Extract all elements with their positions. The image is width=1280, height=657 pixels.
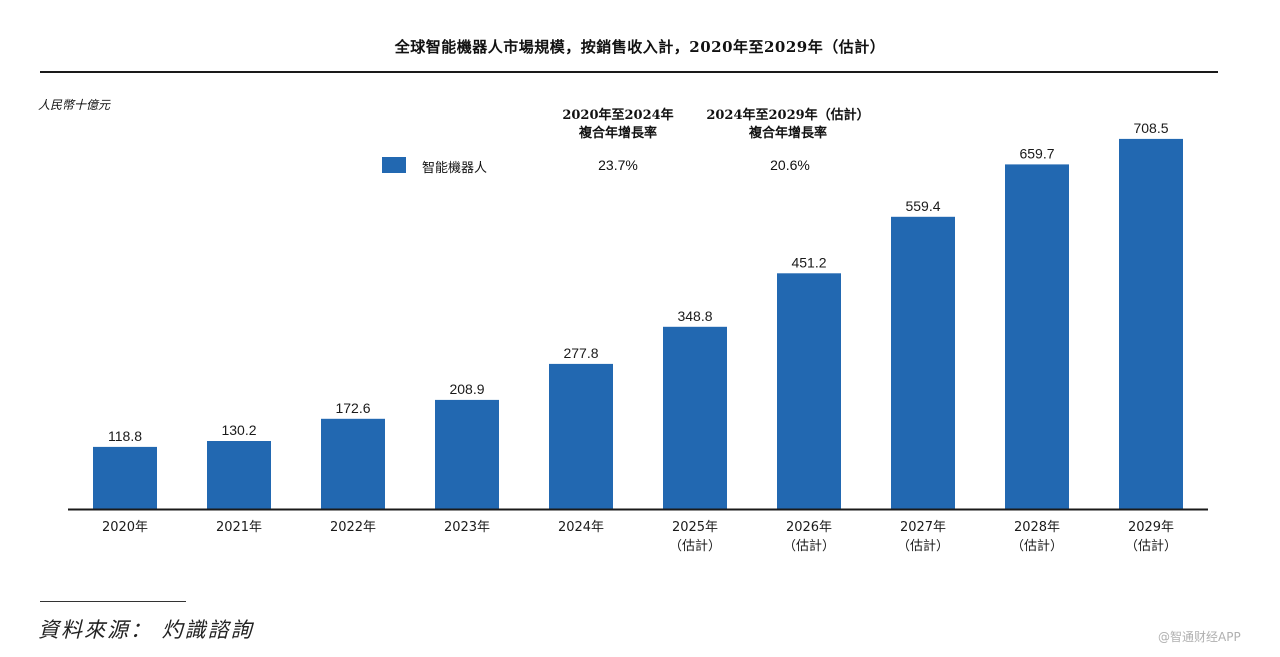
bar-value-label-4: 277.8 xyxy=(563,345,598,361)
x-tick-label-7-0: 2027年 xyxy=(900,520,946,535)
title-divider xyxy=(40,71,1218,73)
bar-4 xyxy=(549,363,613,509)
cagr-value-period2: 20.6% xyxy=(770,157,810,173)
bar-value-label-9: 708.5 xyxy=(1133,120,1168,136)
cagr-header-period2-line1: 2024年至2029年（估計） xyxy=(706,108,870,123)
bar-value-label-3: 208.9 xyxy=(449,381,484,397)
x-tick-label-2-0: 2022年 xyxy=(330,520,376,535)
bar-value-label-6: 451.2 xyxy=(791,254,826,270)
cagr-header-period1-line1: 2020年至2024年 xyxy=(562,108,674,123)
bar-9 xyxy=(1119,138,1183,509)
bar-value-label-8: 659.7 xyxy=(1019,145,1054,161)
chart-title: 全球智能機器人市場規模，按銷售收入計，2020年至2029年（估計） xyxy=(394,38,886,56)
cagr-header-period1-line2: 複合年增長率 xyxy=(578,126,657,141)
bar-8 xyxy=(1005,164,1069,509)
x-tick-label-9-1: （估計） xyxy=(1125,538,1177,554)
bar-5 xyxy=(663,326,727,509)
x-tick-label-6-1: （估計） xyxy=(783,538,835,554)
bar-0 xyxy=(93,446,157,509)
x-tick-label-9-0: 2029年 xyxy=(1128,520,1174,535)
bar-chart-plot: 118.8 2020年 130.2 2021年 172.6 2022年 208.9 2023年… xyxy=(68,120,1208,554)
bar-2 xyxy=(321,418,385,509)
x-tick-label-3-0: 2023年 xyxy=(444,520,490,535)
legend-swatch-intelligent-robot xyxy=(382,157,406,173)
bar-value-label-2: 172.6 xyxy=(335,400,370,416)
x-tick-label-8-1: （估計） xyxy=(1011,538,1063,554)
bar-value-label-0: 118.8 xyxy=(108,428,142,444)
watermark: @智通财经APP xyxy=(1158,630,1241,644)
x-tick-label-1-0: 2021年 xyxy=(216,520,262,535)
x-tick-label-6-0: 2026年 xyxy=(786,520,832,535)
y-axis-unit-label: 人民幣十億元 xyxy=(38,98,111,112)
cagr-header-period1: 2020年至2024年 複合年增長率 xyxy=(548,107,688,143)
legend-label-intelligent-robot: 智能機器人 xyxy=(422,161,488,176)
x-tick-label-5-1: （估計） xyxy=(669,538,721,554)
cagr-value-period1: 23.7% xyxy=(598,157,638,173)
bar-1 xyxy=(207,441,271,509)
bar-value-label-5: 348.8 xyxy=(677,308,712,324)
source-note: 資料來源： 灼識諮詢 xyxy=(38,618,254,642)
bar-7 xyxy=(891,216,955,510)
x-tick-label-7-1: （估計） xyxy=(897,538,949,554)
bar-value-label-1: 130.2 xyxy=(221,422,256,438)
bar-value-label-7: 559.4 xyxy=(905,198,940,214)
x-tick-label-4-0: 2024年 xyxy=(558,520,604,535)
source-divider xyxy=(40,601,186,602)
x-tick-label-8-0: 2028年 xyxy=(1014,520,1060,535)
cagr-header-period2: 2024年至2029年（估計） 複合年增長率 xyxy=(690,107,886,143)
x-tick-label-0-0: 2020年 xyxy=(102,520,148,535)
bar-6 xyxy=(777,273,841,509)
bar-3 xyxy=(435,399,499,509)
cagr-header-period2-line2: 複合年增長率 xyxy=(748,126,827,141)
x-tick-label-5-0: 2025年 xyxy=(672,520,718,535)
